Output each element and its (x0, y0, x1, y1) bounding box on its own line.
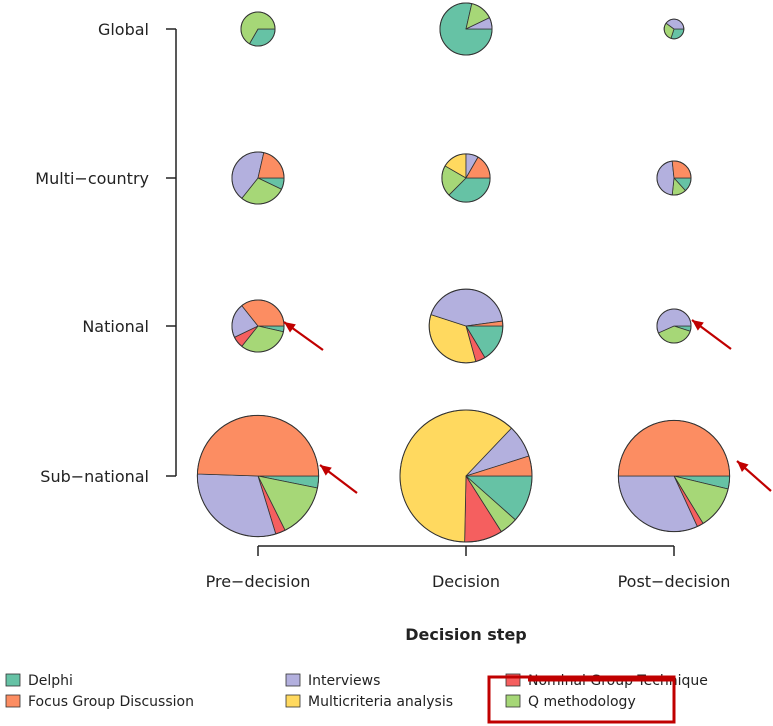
pie-outline (656, 308, 692, 344)
pie-pre-decision-national (231, 299, 285, 353)
pie-outline (441, 153, 491, 203)
pie-post-decision-multi-country (656, 160, 692, 196)
y-tick-label-sub-national: Sub−national (40, 467, 149, 486)
legend-swatch (285, 694, 301, 708)
pie-post-decision-national (656, 308, 692, 344)
legend-label: Q methodology (528, 694, 636, 710)
pie-pre-decision-sub-national (196, 414, 320, 538)
legend-label: Focus Group Discussion (28, 694, 194, 710)
pie-post-decision-global (663, 18, 685, 40)
legend-swatch (505, 694, 521, 708)
pie-outline (399, 409, 533, 543)
y-tick-label-global: Global (98, 20, 149, 39)
pie-decision-national (428, 288, 504, 364)
annotation-arrow (736, 460, 772, 492)
pie-outline (231, 299, 285, 353)
legend-swatch (5, 694, 21, 708)
pie-outline (240, 11, 276, 47)
x-axis-title: Decision step (405, 625, 527, 644)
pie-decision-multi-country (441, 153, 491, 203)
pies (196, 2, 731, 543)
y-axis: Global Multi−country National Sub−national (35, 20, 177, 486)
legend-item-delphi: Delphi (5, 673, 73, 689)
legend: DelphiInterviewsNominal Group TechniqueF… (5, 673, 708, 724)
annotation-arrow (691, 319, 732, 350)
pie-decision-global (439, 2, 493, 56)
pie-outline (617, 419, 731, 533)
legend-swatch (5, 673, 21, 687)
x-tick-label-decision: Decision (432, 572, 500, 591)
x-tick-label-pre-decision: Pre−decision (206, 572, 311, 591)
pie-outline (656, 160, 692, 196)
legend-label: Multicriteria analysis (308, 694, 453, 710)
legend-item-q-methodology: Q methodology (505, 694, 636, 710)
pie-outline (231, 151, 285, 205)
legend-item-multicriteria-analysis: Multicriteria analysis (285, 694, 453, 710)
pie-pre-decision-multi-country (231, 151, 285, 205)
pie-pre-decision-global (240, 11, 276, 47)
pie-decision-sub-national (399, 409, 533, 543)
pie-outline (196, 414, 320, 538)
y-tick-label-national: National (82, 317, 149, 336)
y-tick-label-multi-country: Multi−country (35, 169, 149, 188)
annotations (283, 319, 772, 494)
annotation-arrow (319, 464, 358, 494)
pie-post-decision-sub-national (617, 419, 731, 533)
legend-highlight-box (487, 675, 676, 724)
pie-outline (428, 288, 504, 364)
legend-label: Interviews (308, 673, 380, 689)
legend-swatch (285, 673, 301, 687)
annotation-arrow (283, 321, 324, 351)
x-tick-label-post-decision: Post−decision (618, 572, 731, 591)
slice-focus-group-discussion (196, 414, 320, 477)
legend-item-interviews: Interviews (285, 673, 380, 689)
legend-item-focus-group-discussion: Focus Group Discussion (5, 694, 194, 710)
pie-outline (439, 2, 493, 56)
x-axis: Pre−decision Decision Post−decision (206, 545, 731, 591)
slice-focus-group-discussion (617, 420, 731, 477)
slice-interviews (656, 160, 675, 196)
pie-outline (663, 18, 685, 40)
legend-label: Delphi (28, 673, 73, 689)
